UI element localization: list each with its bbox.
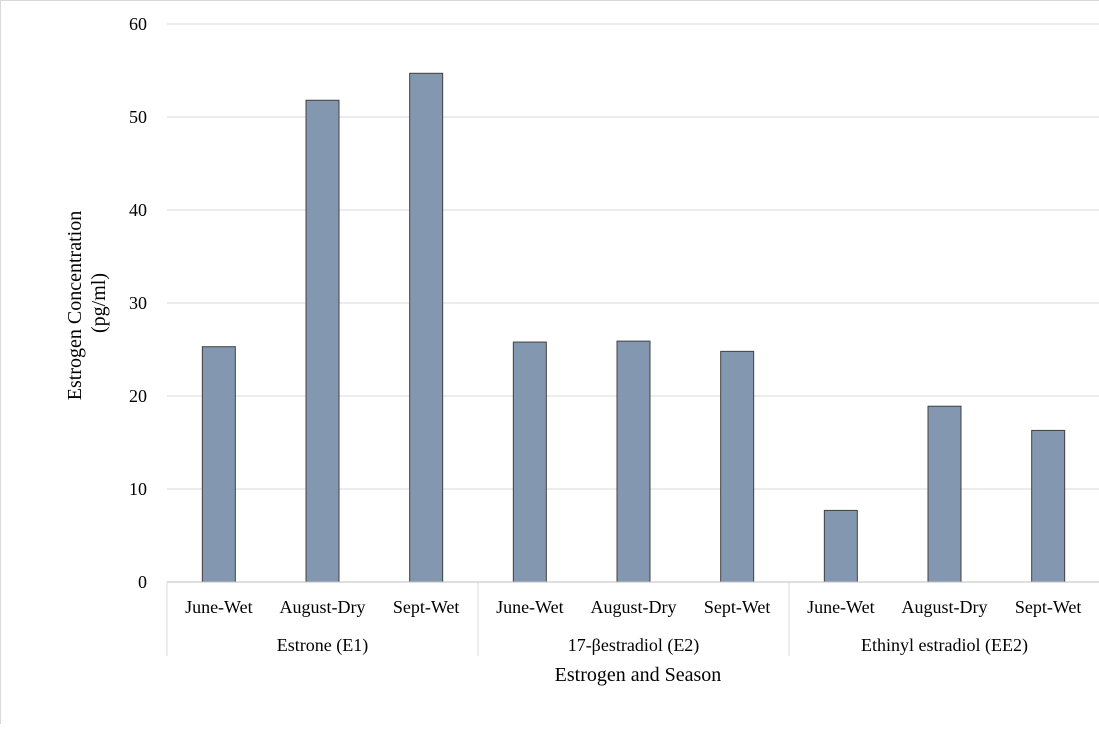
- x-group-label: Ethinyl estradiol (EE2): [861, 635, 1028, 656]
- x-axis-title: Estrogen and Season: [555, 664, 722, 686]
- y-tick-label: 10: [129, 479, 147, 499]
- x-category-label: August-Dry: [902, 597, 988, 617]
- y-axis-title-line-2: (pg/ml): [88, 273, 110, 333]
- bar: [201, 346, 236, 583]
- x-group-label: Estrone (E1): [277, 635, 368, 656]
- x-category-label: June-Wet: [496, 597, 564, 617]
- y-tick-label: 20: [129, 386, 147, 406]
- y-tick-label: 50: [129, 107, 147, 127]
- y-tick-label: 30: [129, 293, 147, 313]
- bar: [927, 405, 962, 583]
- axes: [166, 581, 1099, 656]
- bars: [201, 72, 1066, 583]
- y-tick-label: 40: [129, 200, 147, 220]
- bar: [1031, 429, 1066, 583]
- y-axis-title: Estrogen Concentration (pg/ml): [64, 206, 110, 400]
- x-category-label: Sept-Wet: [393, 597, 460, 617]
- bar: [720, 350, 755, 583]
- labels: 0 10 20 30 40 50 60 June-Wet August-Dry Sept-Wet E…: [129, 14, 1081, 656]
- y-tick-label: 60: [129, 14, 147, 34]
- bar: [823, 509, 858, 583]
- x-category-label: Sept-Wet: [704, 597, 771, 617]
- x-group-label: 17-βestradiol (E2): [568, 635, 700, 656]
- bar: [512, 341, 547, 583]
- x-category-label: August-Dry: [591, 597, 677, 617]
- bar: [305, 99, 340, 583]
- y-axis-title-line-1: Estrogen Concentration: [64, 211, 86, 400]
- x-category-label: June-Wet: [185, 597, 253, 617]
- x-category-label: Sept-Wet: [1015, 597, 1082, 617]
- y-tick-label: 0: [138, 572, 147, 592]
- x-category-label: June-Wet: [807, 597, 875, 617]
- x-category-label: August-Dry: [280, 597, 366, 617]
- bar: [409, 72, 444, 583]
- bar: [616, 340, 651, 583]
